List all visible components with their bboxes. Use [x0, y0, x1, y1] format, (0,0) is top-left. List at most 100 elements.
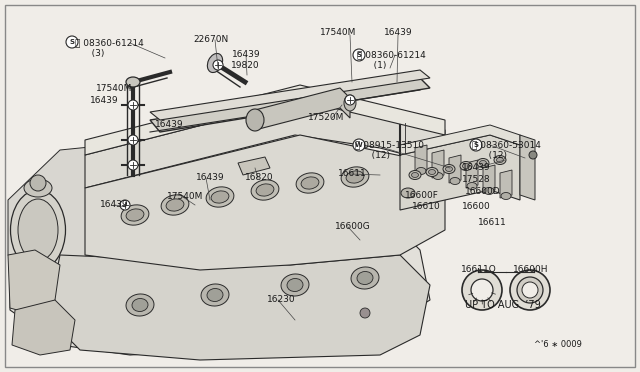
Text: 22670N: 22670N [193, 35, 228, 44]
Ellipse shape [357, 272, 373, 285]
Ellipse shape [24, 179, 52, 197]
Circle shape [529, 151, 537, 159]
Circle shape [128, 160, 138, 170]
Ellipse shape [211, 191, 229, 203]
Ellipse shape [246, 109, 264, 131]
Polygon shape [400, 135, 520, 210]
Text: ^'6 ∗ 0009: ^'6 ∗ 0009 [534, 340, 582, 349]
Polygon shape [400, 125, 520, 155]
Ellipse shape [251, 180, 279, 200]
Text: 16820: 16820 [245, 173, 274, 182]
Circle shape [353, 139, 365, 151]
Ellipse shape [161, 195, 189, 215]
Ellipse shape [207, 54, 223, 73]
Text: 16439: 16439 [462, 163, 491, 172]
Text: (3): (3) [83, 49, 104, 58]
Text: 17540M: 17540M [320, 28, 356, 37]
Text: 16600H: 16600H [513, 265, 548, 274]
Circle shape [517, 277, 543, 303]
Ellipse shape [401, 188, 415, 198]
Ellipse shape [467, 183, 477, 189]
Polygon shape [85, 100, 445, 188]
Text: 16439: 16439 [100, 200, 129, 209]
Circle shape [213, 60, 223, 70]
Text: 16600F: 16600F [405, 191, 439, 200]
Ellipse shape [296, 173, 324, 193]
Ellipse shape [344, 95, 356, 111]
Ellipse shape [416, 167, 426, 174]
Text: ⓜ 08915-13510: ⓜ 08915-13510 [355, 140, 424, 149]
Text: Ⓢ 08360-61214: Ⓢ 08360-61214 [357, 50, 426, 59]
Ellipse shape [494, 155, 506, 164]
Polygon shape [255, 88, 350, 130]
Ellipse shape [201, 284, 229, 306]
Text: 19820: 19820 [231, 61, 260, 70]
Text: 16439: 16439 [384, 28, 413, 37]
Ellipse shape [281, 274, 309, 296]
Polygon shape [520, 135, 535, 200]
Ellipse shape [166, 199, 184, 211]
Ellipse shape [121, 205, 149, 225]
Ellipse shape [412, 173, 419, 177]
Circle shape [471, 279, 493, 301]
Text: 17540M: 17540M [167, 192, 204, 201]
Polygon shape [150, 70, 430, 120]
Ellipse shape [126, 209, 144, 221]
Circle shape [128, 100, 138, 110]
Polygon shape [12, 300, 75, 355]
Text: 16611: 16611 [478, 218, 507, 227]
Ellipse shape [206, 187, 234, 207]
Text: (12): (12) [363, 151, 390, 160]
Polygon shape [10, 175, 430, 355]
Ellipse shape [460, 161, 472, 170]
Circle shape [470, 139, 482, 151]
Text: 16611Q: 16611Q [461, 265, 497, 274]
Text: 16439: 16439 [90, 96, 118, 105]
Text: W: W [355, 142, 363, 148]
Polygon shape [85, 85, 445, 155]
Text: S: S [70, 39, 74, 45]
Ellipse shape [132, 298, 148, 311]
Ellipse shape [10, 190, 65, 270]
Ellipse shape [126, 77, 140, 87]
Ellipse shape [351, 267, 379, 289]
Ellipse shape [301, 177, 319, 189]
Ellipse shape [484, 187, 494, 195]
Text: (12): (12) [480, 151, 507, 160]
Polygon shape [8, 145, 130, 275]
Polygon shape [466, 160, 478, 188]
Ellipse shape [497, 157, 504, 163]
Ellipse shape [18, 199, 58, 261]
Ellipse shape [287, 279, 303, 292]
Ellipse shape [433, 173, 443, 180]
Text: 16439: 16439 [232, 50, 260, 59]
Polygon shape [500, 170, 512, 198]
Text: 16600G: 16600G [335, 222, 371, 231]
Ellipse shape [501, 192, 511, 199]
Circle shape [462, 270, 502, 310]
Ellipse shape [346, 171, 364, 183]
Ellipse shape [479, 160, 486, 166]
Text: 16611: 16611 [338, 169, 367, 178]
Polygon shape [50, 255, 430, 360]
Ellipse shape [341, 167, 369, 187]
Ellipse shape [256, 184, 274, 196]
Text: S: S [356, 52, 362, 58]
Ellipse shape [207, 289, 223, 302]
Text: 17520M: 17520M [308, 113, 344, 122]
Ellipse shape [445, 167, 452, 171]
Polygon shape [85, 135, 445, 270]
Ellipse shape [450, 177, 460, 185]
Polygon shape [415, 145, 427, 173]
Circle shape [360, 308, 370, 318]
Ellipse shape [477, 158, 489, 167]
Ellipse shape [126, 294, 154, 316]
Text: 16600D: 16600D [465, 187, 500, 196]
Polygon shape [432, 150, 444, 178]
Text: 17528: 17528 [462, 175, 491, 184]
Text: 16230: 16230 [267, 295, 296, 304]
Text: UP TO AUG. ’79: UP TO AUG. ’79 [465, 300, 541, 310]
Circle shape [30, 175, 46, 191]
Text: S: S [474, 142, 479, 148]
Text: (1): (1) [365, 61, 387, 70]
